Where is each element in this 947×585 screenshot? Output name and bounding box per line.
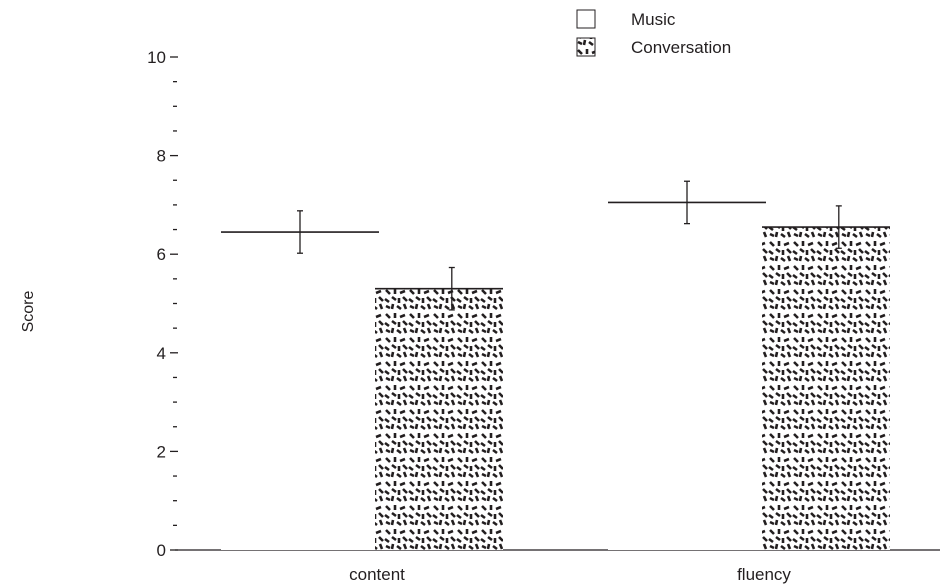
bar-conversation xyxy=(762,227,890,550)
legend-swatch xyxy=(576,9,596,29)
y-tick-label: 10 xyxy=(147,48,166,67)
legend-label: Conversation xyxy=(631,38,731,57)
axis-labels: 0 2 4 6 8 10 Score content fluency xyxy=(20,48,791,584)
category-label: fluency xyxy=(737,565,791,584)
error-bars xyxy=(297,180,842,311)
y-axis-title: Score xyxy=(20,291,37,333)
bar-music xyxy=(608,202,766,550)
legend: Music Conversation xyxy=(576,9,731,57)
bar-music xyxy=(221,232,379,550)
legend-label: Music xyxy=(631,10,676,29)
y-tick-label: 8 xyxy=(157,147,166,166)
y-tick-label: 2 xyxy=(157,442,166,461)
bars xyxy=(221,201,890,550)
y-tick-label: 6 xyxy=(157,245,166,264)
y-tick-label: 4 xyxy=(157,344,166,363)
legend-swatch xyxy=(576,37,596,57)
y-tick-label: 0 xyxy=(157,541,166,560)
category-label: content xyxy=(349,565,405,584)
bar-conversation xyxy=(375,288,503,550)
